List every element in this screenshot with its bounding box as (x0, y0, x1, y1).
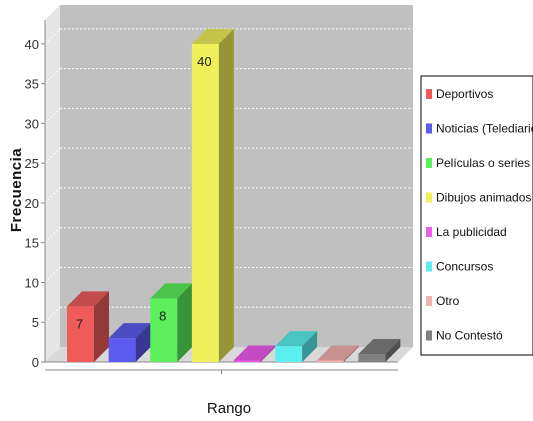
data-labels: 7 8 40 (76, 54, 212, 331)
bar-side (135, 323, 151, 362)
legend-swatch (426, 227, 432, 237)
legend: Deportivos Noticias (Telediario) Películas… (420, 75, 533, 356)
legend-item: Concursos (426, 260, 493, 274)
y-tick-label: 40 (25, 37, 39, 52)
bar-front (275, 346, 303, 362)
y-tick-label: 25 (25, 156, 39, 171)
bar-top (275, 331, 318, 347)
legend-label: Noticias (Telediario) (436, 122, 533, 136)
gridline (44, 28, 61, 45)
bar-no-contest- (358, 339, 401, 362)
legend-swatch (426, 330, 432, 341)
bar-side (260, 345, 276, 362)
legend-box (420, 75, 533, 356)
y-axis-ticks: 0 5 10 15 20 25 30 35 40 (25, 37, 45, 370)
bar-value-label: 40 (197, 54, 211, 69)
bar-front (150, 298, 178, 362)
bar-top (67, 291, 109, 307)
gridline (44, 147, 61, 164)
bar-side (343, 345, 359, 362)
bar-concursos (275, 331, 318, 362)
bar-top (191, 28, 234, 44)
gridline (44, 306, 61, 323)
bar-pel-culas-o-series (150, 283, 193, 362)
bar-dibujos-animados (191, 28, 234, 362)
legend-item: Películas o series (426, 156, 530, 170)
x-axis-title: Rango (207, 400, 251, 417)
bar-top (108, 323, 151, 339)
gridline (44, 267, 61, 283)
y-tick-label: 15 (25, 236, 39, 251)
bar-side (302, 331, 318, 362)
bar-front (233, 360, 261, 362)
legend-swatch (426, 158, 432, 168)
legend-item: No Contestó (426, 329, 503, 343)
legend-swatch (426, 261, 432, 272)
y-axis-title: Frecuencia (8, 148, 25, 232)
bar-side (94, 291, 109, 362)
legend-label: Concursos (436, 260, 493, 274)
legend-label: No Contestó (436, 329, 503, 343)
bar-side (385, 339, 401, 362)
legend-swatch (426, 123, 432, 134)
back-wall (60, 5, 413, 347)
bar-top (233, 345, 276, 361)
bars (67, 28, 401, 362)
legend-swatch (426, 192, 432, 203)
y-tick-label: 5 (32, 315, 39, 330)
y-tick-label: 10 (25, 275, 39, 290)
bar-front (191, 43, 219, 362)
bar-front (358, 354, 386, 362)
bar-deportivos (67, 291, 109, 362)
gridline (44, 68, 61, 84)
gridline (44, 187, 61, 204)
left-wall (45, 5, 60, 362)
bar-side (177, 283, 193, 362)
gridline (44, 227, 61, 244)
legend-item: Noticias (Telediario) (426, 122, 533, 136)
bar-front (108, 338, 136, 362)
gridlines (44, 28, 413, 323)
y-tick-label: 20 (25, 196, 39, 211)
gridline (44, 108, 61, 124)
bar-value-label: 7 (76, 316, 83, 331)
bar-noticias-telediario- (108, 323, 151, 362)
bar-value-label: 8 (159, 308, 166, 323)
bar-front (316, 360, 344, 362)
y-tick-label: 30 (25, 116, 39, 131)
bar-la-publicidad (233, 345, 276, 362)
bar-top (358, 339, 401, 355)
legend-label: Dibujos animados (436, 191, 531, 205)
legend-item: Deportivos (426, 87, 493, 101)
legend-item: La publicidad (426, 225, 507, 239)
bar-otro (316, 345, 359, 362)
legend-swatch (426, 89, 432, 99)
legend-item: Dibujos animados (426, 191, 531, 205)
legend-swatch (426, 296, 432, 306)
bar-top (150, 283, 193, 299)
legend-label: Otro (436, 294, 460, 308)
y-tick-label: 35 (25, 77, 39, 92)
legend-label: Películas o series (436, 156, 530, 170)
legend-label: Deportivos (436, 87, 493, 101)
bar-top (316, 345, 359, 361)
y-tick-label: 0 (32, 355, 39, 370)
bar-front (67, 306, 94, 362)
legend-item: Otro (426, 294, 460, 308)
legend-label: La publicidad (436, 225, 507, 239)
bar-side (218, 28, 234, 362)
